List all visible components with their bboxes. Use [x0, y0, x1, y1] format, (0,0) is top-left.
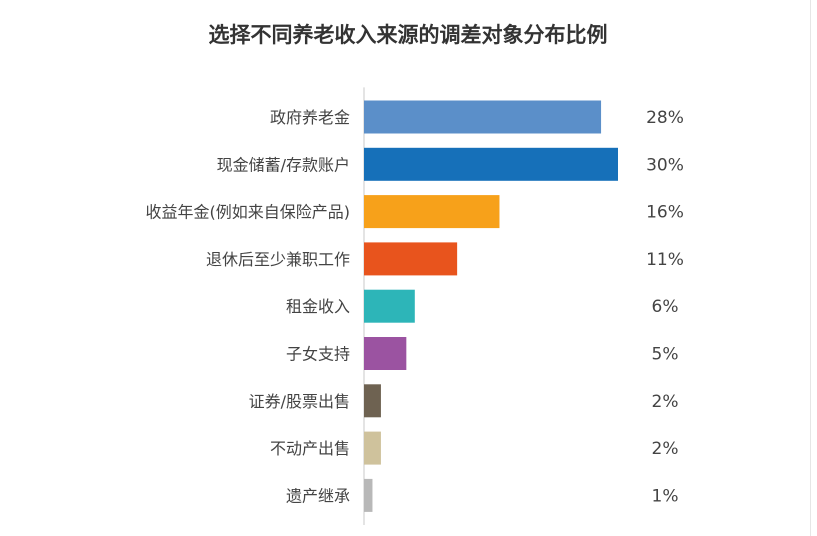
category-label: 收益年金(例如来自保险产品) [146, 203, 351, 222]
bar [364, 242, 458, 276]
bar [364, 337, 407, 370]
category-label: 遗产继承 [286, 486, 350, 505]
category-label: 证券/股票出售 [249, 392, 350, 411]
data-label: 5% [652, 345, 679, 365]
right-border-line [810, 0, 811, 536]
data-label: 11% [646, 250, 684, 270]
bar [364, 289, 415, 323]
category-label: 子女支持 [286, 345, 350, 364]
data-label: 30% [646, 155, 684, 175]
bar [364, 100, 602, 134]
category-label: 退休后至少兼职工作 [206, 250, 350, 269]
data-label: 28% [646, 108, 684, 128]
chart-title: 选择不同养老收入来源的调差对象分布比例 [209, 23, 608, 47]
data-label: 6% [652, 297, 679, 317]
bar [364, 147, 618, 181]
bar [364, 384, 381, 418]
data-label: 2% [652, 439, 679, 459]
data-label: 2% [652, 392, 679, 412]
bar [364, 478, 373, 512]
category-label: 租金收入 [286, 297, 350, 316]
data-label: 1% [652, 486, 679, 506]
category-label: 不动产出售 [270, 439, 350, 458]
category-label: 政府养老金 [270, 108, 350, 127]
bar [364, 195, 500, 229]
bar [364, 431, 381, 465]
data-label: 16% [646, 203, 684, 223]
category-label: 现金储蓄/存款账户 [217, 155, 350, 174]
